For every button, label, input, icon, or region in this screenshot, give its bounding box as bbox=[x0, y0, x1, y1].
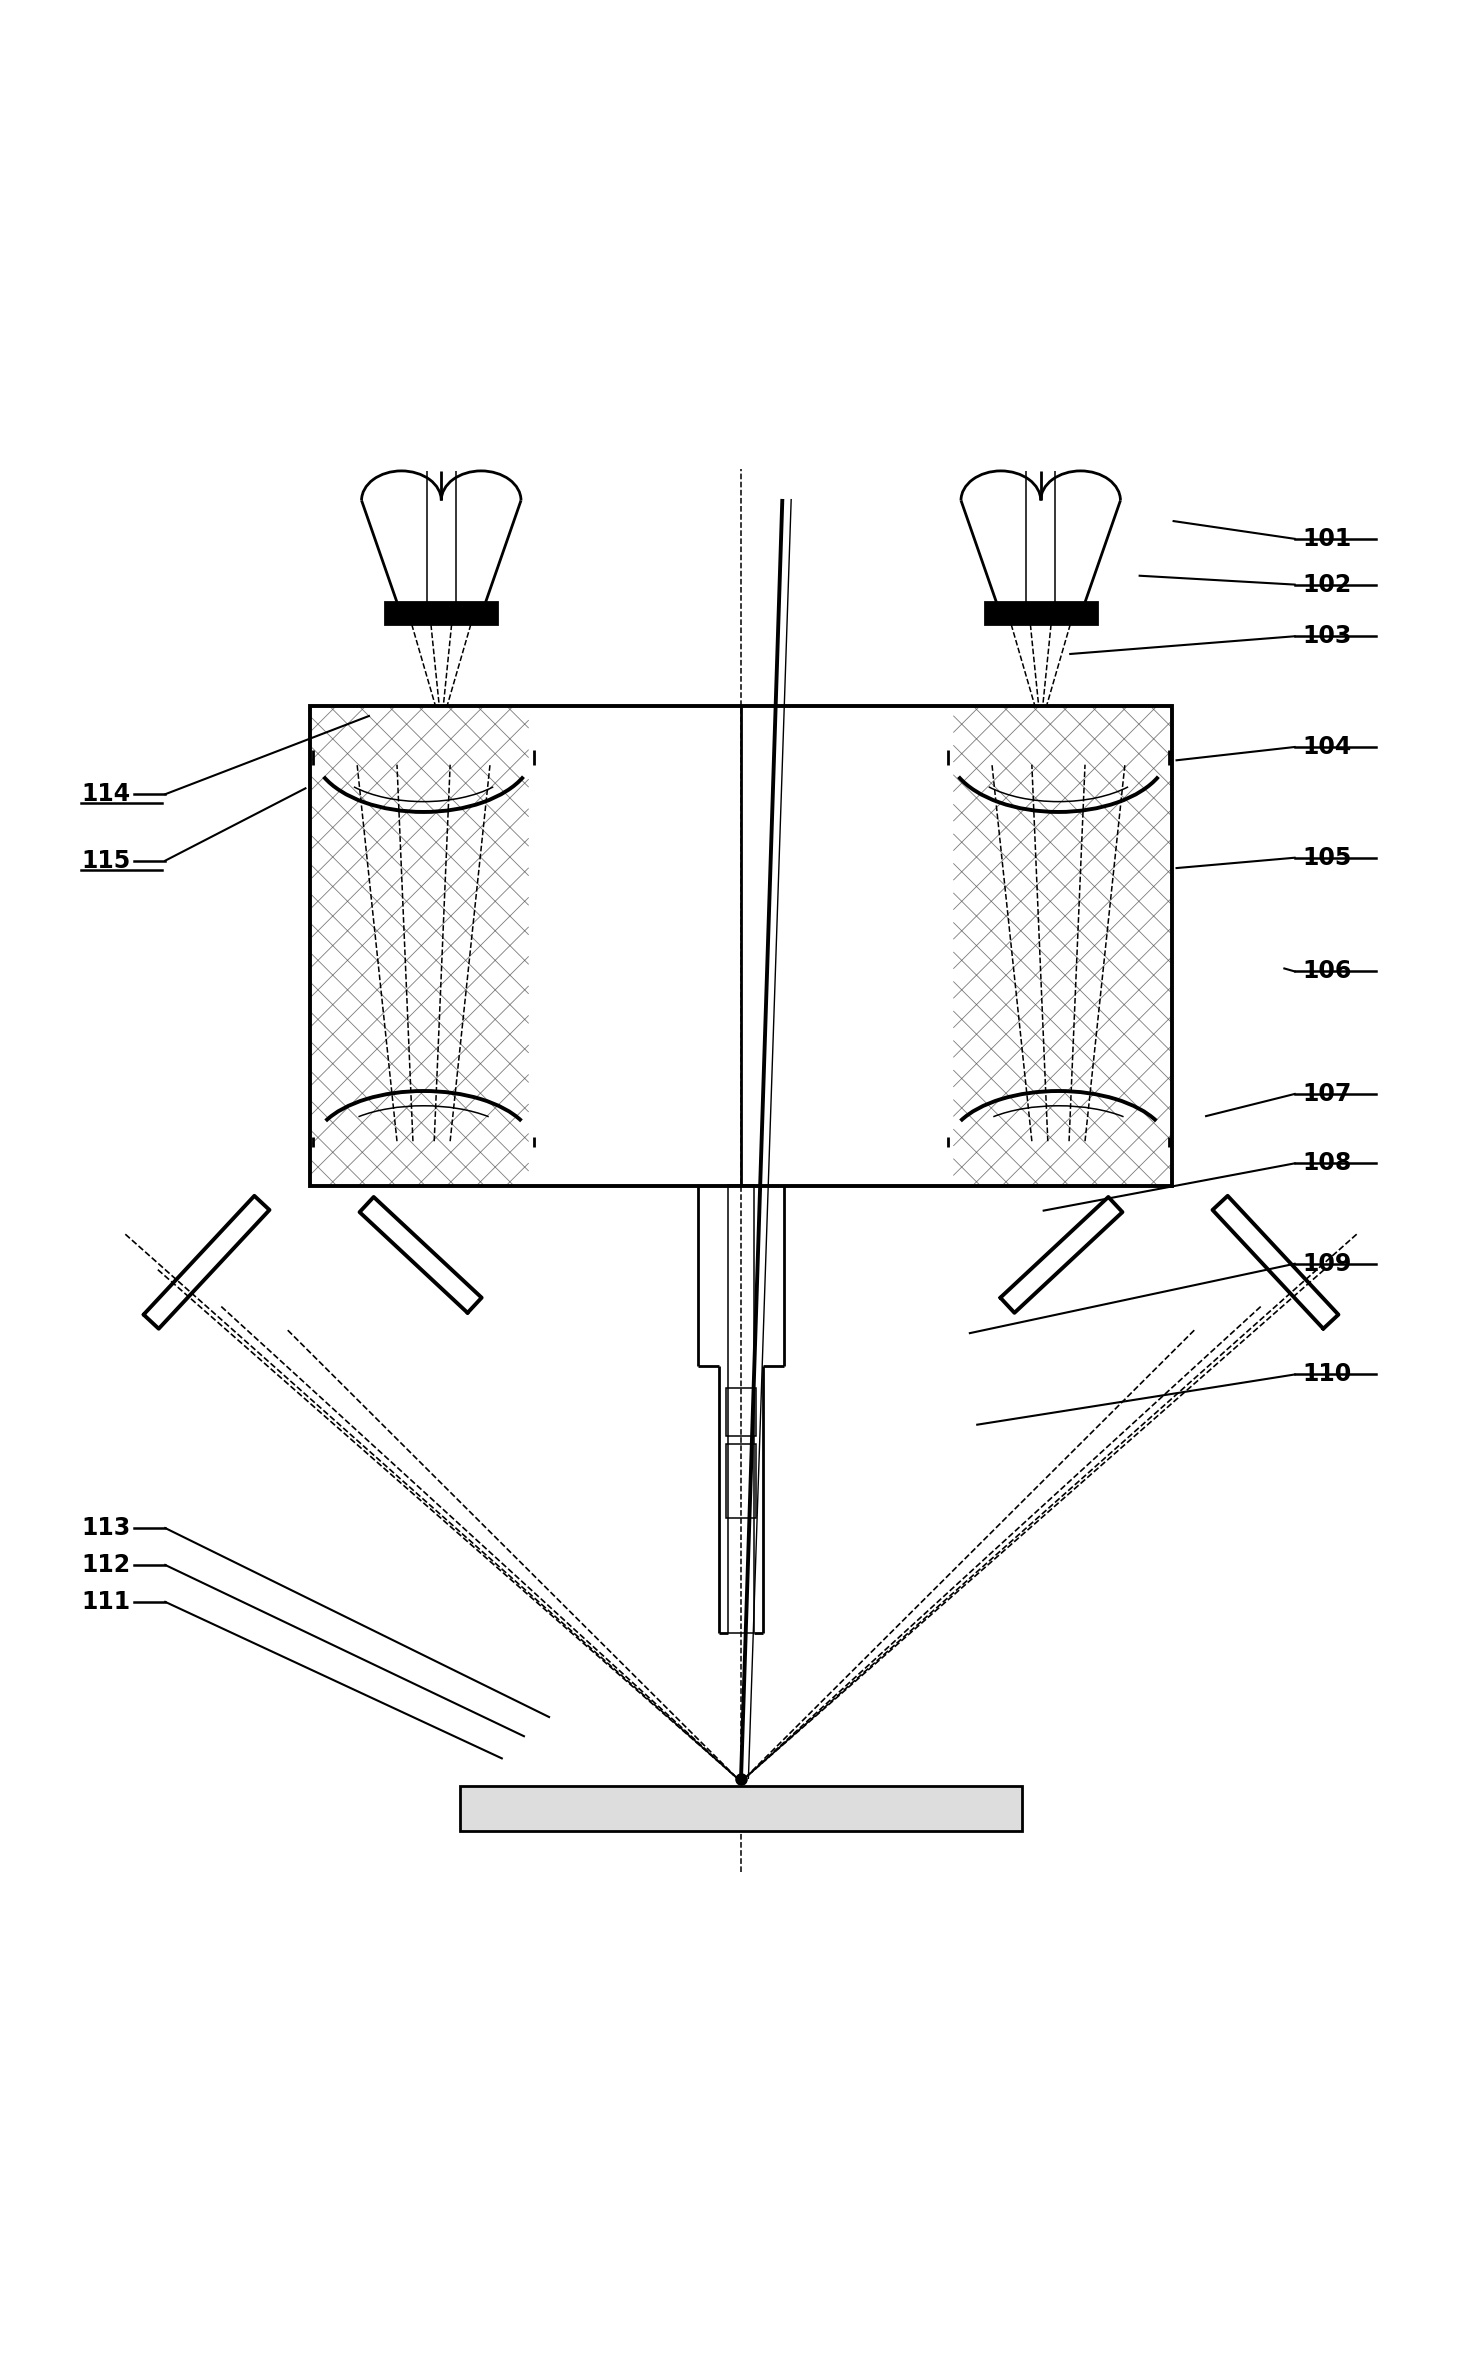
Bar bbox=[461, 1785, 1021, 1830]
Text: 112: 112 bbox=[82, 1553, 130, 1577]
Text: 106: 106 bbox=[1303, 960, 1352, 984]
Text: 105: 105 bbox=[1303, 846, 1352, 870]
Text: 108: 108 bbox=[1303, 1152, 1352, 1176]
Text: 111: 111 bbox=[82, 1591, 130, 1615]
Text: 113: 113 bbox=[82, 1515, 130, 1541]
Bar bbox=[726, 1387, 756, 1437]
Text: 114: 114 bbox=[82, 782, 130, 806]
Text: 115: 115 bbox=[82, 849, 130, 873]
Text: 104: 104 bbox=[1303, 735, 1352, 759]
Bar bbox=[310, 707, 1172, 1186]
Text: 103: 103 bbox=[1303, 624, 1352, 647]
Text: 110: 110 bbox=[1303, 1363, 1352, 1387]
Bar bbox=[984, 602, 1097, 624]
Bar bbox=[385, 602, 498, 624]
Bar bbox=[728, 1186, 754, 1634]
Bar bbox=[726, 1444, 756, 1517]
Text: 109: 109 bbox=[1303, 1252, 1352, 1276]
Text: 107: 107 bbox=[1303, 1081, 1352, 1105]
Text: 102: 102 bbox=[1303, 571, 1352, 597]
Text: 101: 101 bbox=[1303, 526, 1352, 550]
